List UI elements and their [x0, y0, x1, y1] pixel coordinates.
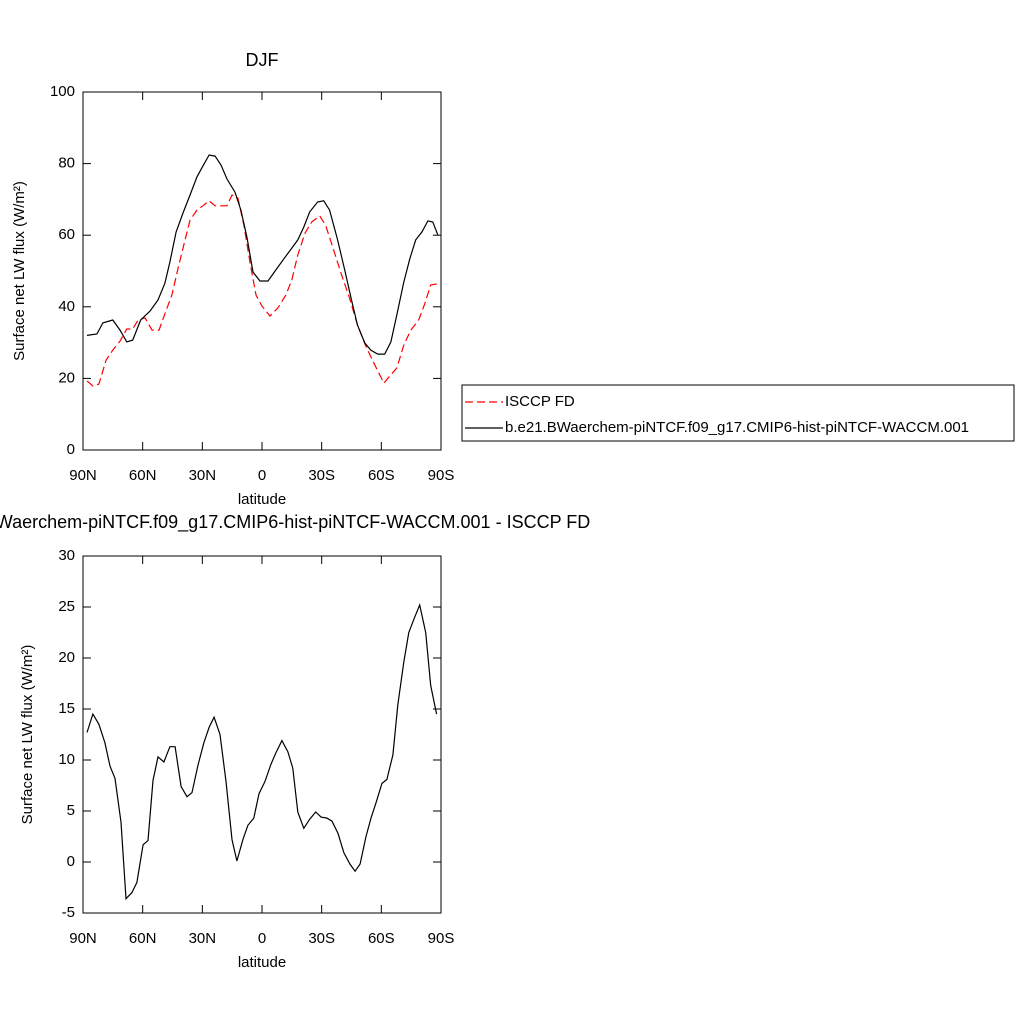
- y-tick-label: 10: [58, 751, 75, 768]
- y-tick-label: 80: [58, 155, 75, 172]
- x-tick-label: 30S: [308, 467, 335, 484]
- x-tick-label: 0: [258, 467, 266, 484]
- x-tick-label: 90N: [69, 467, 97, 484]
- y-tick-label: 60: [58, 226, 75, 243]
- y-tick-label: 15: [58, 700, 75, 717]
- y-axis-label: Surface net LW flux (W/m²): [11, 181, 28, 361]
- y-tick-label: 30: [58, 547, 75, 564]
- x-tick-label: 30N: [189, 930, 217, 947]
- series-line: [86, 154, 439, 355]
- x-tick-label: 60N: [129, 467, 157, 484]
- plot-frame: [82, 91, 442, 451]
- y-tick-label: 20: [58, 369, 75, 386]
- y-axis-label: Surface net LW flux (W/m²): [19, 645, 36, 825]
- x-tick-label: 60S: [368, 930, 395, 947]
- y-tick-label: 100: [50, 83, 75, 100]
- chart-title: b.e21.BWaerchem-piNTCF.f09_g17.CMIP6-his…: [0, 512, 590, 533]
- series-line: [86, 602, 438, 901]
- legend-box: [461, 384, 1015, 442]
- x-tick-label: 60N: [129, 930, 157, 947]
- y-tick-label: 5: [67, 802, 75, 819]
- x-tick-label: 90S: [428, 467, 455, 484]
- x-tick-label: 30N: [189, 467, 217, 484]
- plot-frame: [82, 555, 442, 914]
- series-line: [86, 194, 438, 387]
- x-tick-label: 30S: [308, 930, 335, 947]
- legend-label: b.e21.BWaerchem-piNTCF.f09_g17.CMIP6-his…: [505, 419, 969, 436]
- y-tick-label: 0: [67, 441, 75, 458]
- y-tick-label: 40: [58, 298, 75, 315]
- x-axis-label: latitude: [238, 954, 286, 971]
- chart-title: DJF: [246, 50, 279, 70]
- y-tick-label: 0: [67, 853, 75, 870]
- x-axis-label: latitude: [238, 491, 286, 508]
- legend-label: ISCCP FD: [505, 393, 575, 410]
- x-tick-label: 90S: [428, 930, 455, 947]
- x-tick-label: 0: [258, 930, 266, 947]
- x-tick-label: 90N: [69, 930, 97, 947]
- y-tick-label: 25: [58, 598, 75, 615]
- y-tick-label: -5: [62, 904, 75, 921]
- x-tick-label: 60S: [368, 467, 395, 484]
- y-tick-label: 20: [58, 649, 75, 666]
